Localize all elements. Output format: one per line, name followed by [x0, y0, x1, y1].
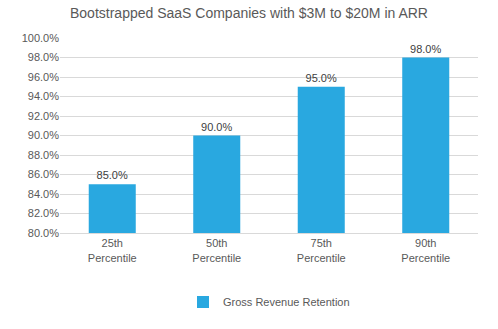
svg-text:98.0%: 98.0%	[410, 43, 441, 55]
svg-text:90thPercentile: 90thPercentile	[401, 237, 450, 263]
svg-text:94.0%: 94.0%	[28, 90, 59, 102]
svg-text:100.0%: 100.0%	[22, 32, 60, 44]
svg-text:90.0%: 90.0%	[28, 129, 59, 141]
svg-text:84.0%: 84.0%	[28, 188, 59, 200]
svg-text:80.0%: 80.0%	[28, 227, 59, 239]
svg-text:96.0%: 96.0%	[28, 71, 59, 83]
svg-text:50thPercentile: 50thPercentile	[192, 237, 241, 263]
svg-text:Gross Revenue Retention: Gross Revenue Retention	[223, 296, 350, 308]
svg-text:95.0%: 95.0%	[306, 72, 337, 84]
svg-text:Bootstrapped SaaS Companies wi: Bootstrapped SaaS Companies with $3M to …	[70, 5, 428, 21]
svg-text:88.0%: 88.0%	[28, 149, 59, 161]
svg-text:92.0%: 92.0%	[28, 110, 59, 122]
svg-text:82.0%: 82.0%	[28, 207, 59, 219]
svg-text:86.0%: 86.0%	[28, 168, 59, 180]
svg-text:98.0%: 98.0%	[28, 51, 59, 63]
svg-text:25thPercentile: 25thPercentile	[88, 237, 137, 263]
svg-text:85.0%: 85.0%	[97, 169, 128, 181]
svg-text:75thPercentile: 75thPercentile	[297, 237, 346, 263]
svg-text:90.0%: 90.0%	[201, 121, 232, 133]
